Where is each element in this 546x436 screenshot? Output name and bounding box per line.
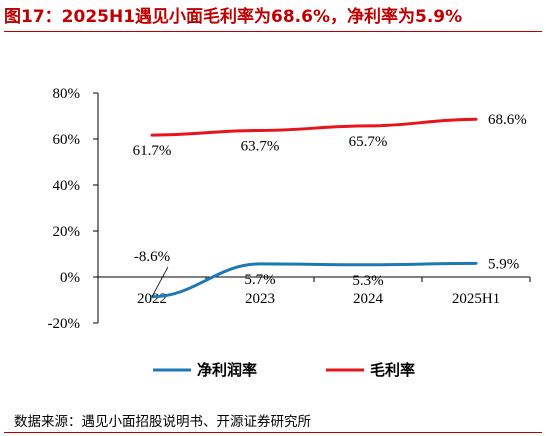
data-label: 5.3%	[352, 273, 383, 289]
data-label: 68.6%	[488, 112, 527, 128]
chart-title: 图17：2025H1遇见小面毛利率为68.6%，净利率为5.9%	[4, 7, 463, 27]
legend-label: 净利润率	[197, 361, 257, 379]
y-tick-label: -20%	[48, 316, 81, 332]
y-tick-label: 0%	[60, 270, 80, 286]
x-tick-label: 2022	[137, 291, 167, 307]
x-tick-label: 2025H1	[452, 291, 500, 307]
bottom-divider	[4, 432, 542, 433]
data-label: -8.6%	[134, 249, 170, 265]
data-label: 61.7%	[133, 143, 172, 159]
title-divider	[4, 31, 542, 32]
chart-axes: -20% 0% 20% 40% 60% 80% 2022 2023 2024 2025H1	[48, 86, 531, 332]
data-label: 5.9%	[488, 256, 519, 272]
line-chart: -20% 0% 20% 40% 60% 80% 2022 2023 2024 2025H1 -8.…	[48, 86, 531, 379]
data-label: 5.7%	[244, 272, 275, 288]
chart-legend: 净利润率 毛利率	[153, 361, 415, 379]
y-tick-label: 20%	[53, 224, 81, 240]
series-line-0	[150, 261, 478, 299]
chart-series-layer	[150, 117, 478, 299]
y-tick-label: 80%	[53, 86, 81, 102]
data-label: 65.7%	[349, 134, 388, 150]
series-line-1	[150, 117, 478, 137]
data-label: 63.7%	[241, 138, 280, 154]
data-source-note: 数据来源：遇见小面招股说明书、开源证券研究所	[14, 414, 311, 430]
x-tick-label: 2024	[353, 291, 384, 307]
chart-data-labels: -8.6% 5.7% 5.3% 5.9% 61.7% 63.7% 65.7% 68.6%	[133, 112, 527, 297]
legend-label: 毛利率	[370, 361, 415, 379]
x-tick-label: 2023	[245, 291, 275, 307]
data-label-leader	[151, 266, 169, 297]
y-tick-label: 60%	[53, 132, 81, 148]
y-tick-label: 40%	[53, 178, 81, 194]
